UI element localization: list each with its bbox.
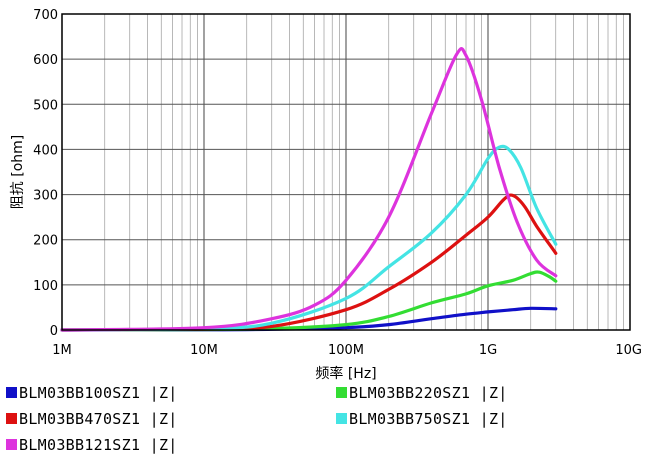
y-tick-label: 0 [50, 324, 58, 339]
grid-lines [61, 13, 630, 331]
x-axis-label: 频率 [Hz] [315, 365, 376, 382]
legend-swatch [6, 439, 17, 450]
legend-item: BLM03BB121SZ1 |Z| [6, 434, 178, 456]
legend-item: BLM03BB470SZ1 |Z| [6, 408, 178, 430]
series-line-3 [60, 193, 558, 332]
y-tick-label: 100 [33, 279, 58, 294]
y-axis-label: 阻抗 [ohm] [10, 135, 26, 209]
y-tick-label: 600 [33, 53, 58, 68]
x-tick-label: 100M [328, 343, 364, 358]
x-tick-label: 1G [479, 343, 497, 358]
y-tick-label: 500 [33, 98, 58, 113]
legend-item: BLM03BB220SZ1 |Z| [336, 382, 508, 404]
x-tick-labels: 1M 10M 100M 1G 10G [52, 343, 642, 358]
legend-label: BLM03BB750SZ1 |Z| [349, 410, 508, 428]
y-tick-labels: 0 100 200 300 400 500 600 700 [33, 8, 58, 339]
legend-swatch [336, 413, 347, 424]
legend-label: BLM03BB100SZ1 |Z| [19, 384, 178, 402]
x-tick-label: 10M [190, 343, 218, 358]
legend-item: BLM03BB750SZ1 |Z| [336, 408, 508, 430]
impedance-chart: 0 100 200 300 400 500 600 700 1M 10M 100M 1G 10G 频率… [10, 8, 642, 382]
y-tick-label: 300 [33, 189, 58, 204]
y-tick-label: 400 [33, 143, 58, 158]
legend-label: BLM03BB220SZ1 |Z| [349, 384, 508, 402]
x-tick-label: 10G [615, 343, 642, 358]
x-tick-label: 1M [52, 343, 72, 358]
legend: BLM03BB100SZ1 |Z| BLM03BB220SZ1 |Z| BLM03B… [6, 382, 636, 466]
legend-label: BLM03BB121SZ1 |Z| [19, 436, 178, 454]
plot-area-border [61, 13, 631, 331]
legend-swatch [336, 387, 347, 398]
legend-item: BLM03BB100SZ1 |Z| [6, 382, 178, 404]
y-tick-label: 200 [33, 234, 58, 249]
legend-swatch [6, 413, 17, 424]
series-line-4 [60, 144, 558, 332]
legend-label: BLM03BB470SZ1 |Z| [19, 410, 178, 428]
series-line-5 [60, 47, 558, 332]
legend-swatch [6, 387, 17, 398]
y-tick-label: 700 [33, 8, 58, 23]
series-layer [60, 47, 558, 332]
